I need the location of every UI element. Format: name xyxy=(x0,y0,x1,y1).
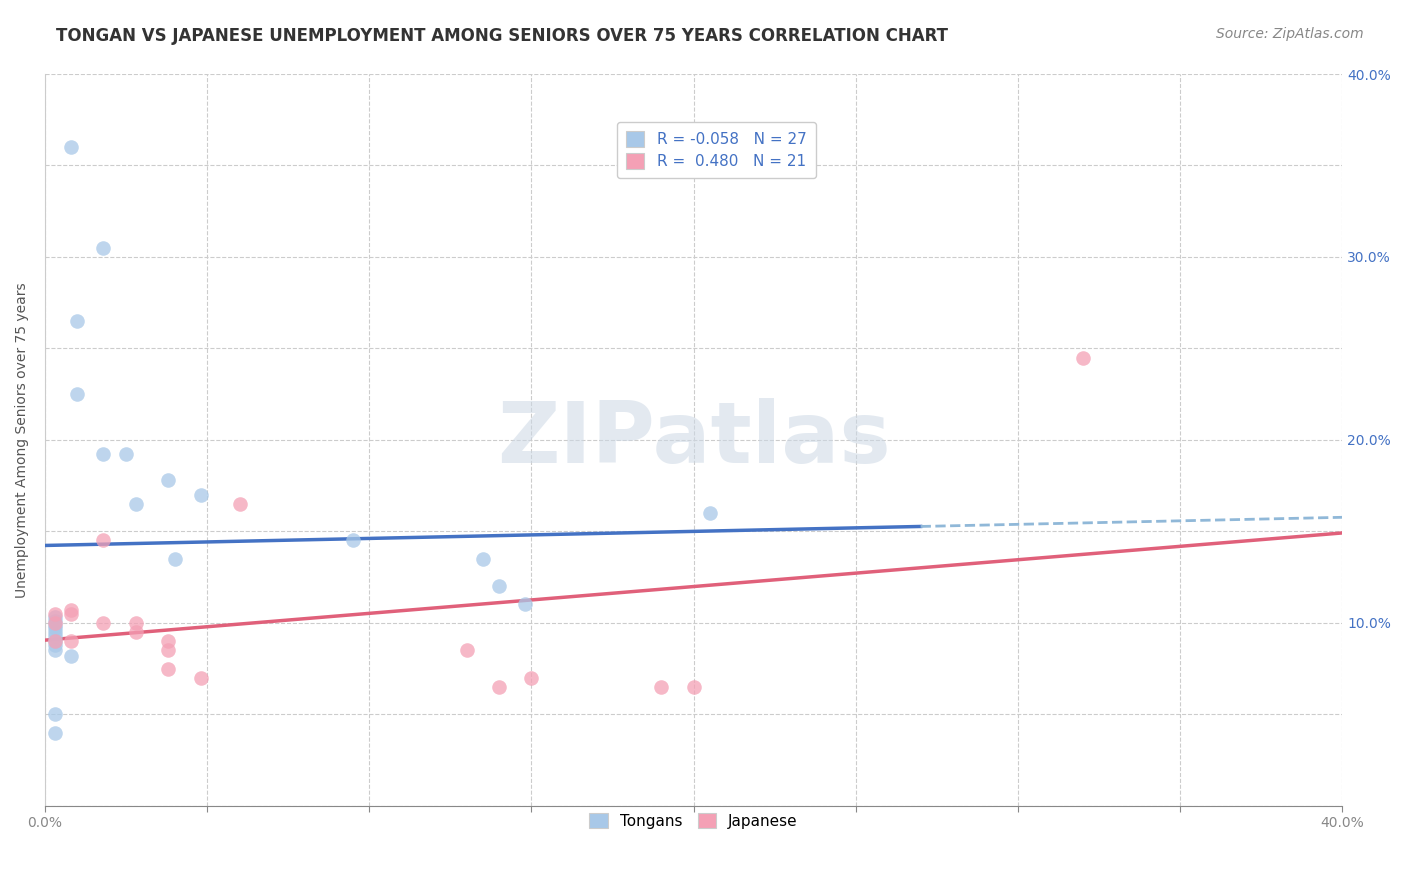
Point xyxy=(342,533,364,548)
Text: TONGAN VS JAPANESE UNEMPLOYMENT AMONG SENIORS OVER 75 YEARS CORRELATION CHART: TONGAN VS JAPANESE UNEMPLOYMENT AMONG SE… xyxy=(56,27,948,45)
Point xyxy=(228,497,250,511)
Point xyxy=(44,621,66,635)
Point xyxy=(44,607,66,621)
Point xyxy=(44,615,66,630)
Point xyxy=(44,634,66,648)
Point xyxy=(650,680,672,694)
Point xyxy=(125,624,148,639)
Point xyxy=(93,241,115,255)
Point xyxy=(157,473,180,487)
Point xyxy=(66,314,89,328)
Point xyxy=(190,488,212,502)
Point xyxy=(44,610,66,624)
Point xyxy=(93,533,115,548)
Point xyxy=(44,643,66,657)
Point xyxy=(59,603,82,617)
Point xyxy=(682,680,704,694)
Point xyxy=(44,638,66,652)
Point xyxy=(125,497,148,511)
Point xyxy=(488,680,510,694)
Point xyxy=(59,140,82,154)
Point xyxy=(163,551,186,566)
Point xyxy=(44,629,66,643)
Point xyxy=(44,634,66,648)
Y-axis label: Unemployment Among Seniors over 75 years: Unemployment Among Seniors over 75 years xyxy=(15,282,30,598)
Legend: Tongans, Japanese: Tongans, Japanese xyxy=(583,806,804,835)
Point xyxy=(44,617,66,632)
Point xyxy=(44,614,66,628)
Point xyxy=(157,661,180,675)
Point xyxy=(44,624,66,639)
Point xyxy=(115,448,138,462)
Point xyxy=(44,707,66,722)
Point xyxy=(125,615,148,630)
Point xyxy=(93,448,115,462)
Point xyxy=(1071,351,1094,365)
Point xyxy=(59,634,82,648)
Point xyxy=(44,725,66,739)
Text: Source: ZipAtlas.com: Source: ZipAtlas.com xyxy=(1216,27,1364,41)
Point xyxy=(520,671,543,685)
Point xyxy=(488,579,510,593)
Point xyxy=(456,643,478,657)
Point xyxy=(699,506,721,520)
Point xyxy=(513,598,536,612)
Point xyxy=(59,648,82,663)
Point xyxy=(59,607,82,621)
Point xyxy=(190,671,212,685)
Point xyxy=(66,387,89,401)
Point xyxy=(157,634,180,648)
Point xyxy=(157,643,180,657)
Point xyxy=(93,615,115,630)
Text: ZIPatlas: ZIPatlas xyxy=(496,399,890,482)
Point xyxy=(471,551,494,566)
